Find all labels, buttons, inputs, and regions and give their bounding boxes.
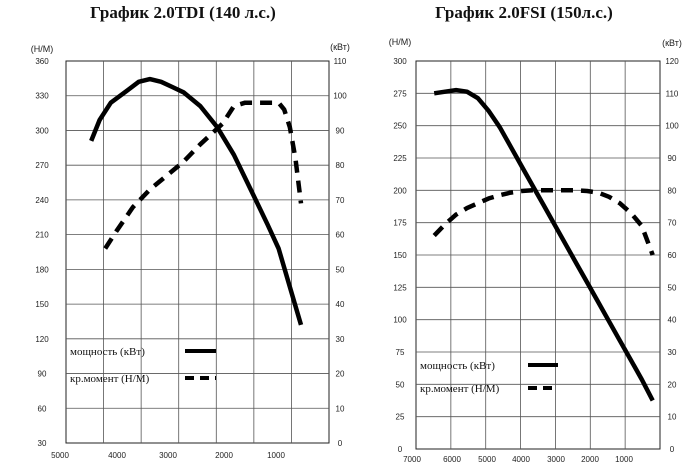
torque-curve — [103, 100, 304, 250]
left-tick-label: 125 — [393, 283, 407, 292]
x-tick-label: 2000 — [581, 455, 599, 464]
left-tick-label: 200 — [393, 186, 407, 195]
right-tick-label: 30 — [336, 335, 345, 344]
x-tick-label: 4000 — [108, 451, 126, 460]
right-tick-label: 20 — [668, 380, 677, 389]
torque-curve — [432, 188, 655, 256]
x-tick-label: 4000 — [512, 455, 530, 464]
right-tick-label: 10 — [336, 404, 345, 413]
left-tick-label: 300 — [393, 57, 407, 66]
right-tick-label: 40 — [668, 316, 677, 325]
right-tick-label: 40 — [336, 300, 345, 309]
left-tick-label: 330 — [35, 92, 49, 101]
left-tick-label: 60 — [38, 404, 47, 413]
x-tick-label: 5000 — [478, 455, 496, 464]
right-tick-label: 90 — [668, 154, 677, 163]
left-tick-label: 240 — [35, 196, 49, 205]
chart-title: График 2.0TDI (140 л.с.) — [90, 3, 276, 22]
left-tick-label: 275 — [393, 89, 407, 98]
left-tick-label: 150 — [35, 300, 49, 309]
left-axis-unit: (Н/М) — [389, 37, 412, 47]
legend-label-power: мощность (кВт) — [420, 360, 495, 372]
left-tick-label: 120 — [35, 335, 49, 344]
left-tick-label: 100 — [393, 316, 407, 325]
legend: мощность (кВт) кр.момент (Н/М) — [420, 360, 558, 395]
left-axis-unit: (Н/М) — [31, 44, 54, 54]
x-axis-ticks: 5000 4000 3000 2000 1000 — [51, 451, 285, 460]
left-tick-label: 150 — [393, 251, 407, 260]
legend: мощность (кВт) кр.момент (Н/М) — [70, 346, 216, 385]
right-tick-label: 100 — [665, 122, 679, 131]
left-tick-label: 225 — [393, 154, 407, 163]
right-tick-label: 110 — [666, 89, 679, 98]
right-tick-label: 30 — [668, 348, 677, 357]
series-group — [89, 76, 304, 326]
x-tick-label: 1000 — [267, 451, 285, 460]
chart-2-0fsi: График 2.0FSI (150л.с.) (Н/М) (кВт) 3002… — [389, 3, 682, 464]
x-axis-ticks: 7000 6000 5000 4000 3000 2000 1000 — [403, 455, 633, 464]
legend-label-torque: кр.момент (Н/М) — [420, 383, 500, 395]
legend-label-torque: кр.момент (Н/М) — [70, 373, 150, 385]
legend-label-power: мощность (кВт) — [70, 346, 145, 358]
left-axis-ticks: 360 330 300 270 240 210 180 150 120 90 60 30 — [35, 57, 49, 448]
plot-frame — [65, 60, 330, 444]
x-tick-label: 6000 — [443, 455, 461, 464]
left-tick-label: 90 — [38, 370, 47, 379]
left-tick-label: 270 — [35, 161, 49, 170]
right-tick-label: 60 — [336, 231, 345, 240]
series-group — [432, 87, 655, 402]
right-tick-label: 50 — [336, 265, 345, 274]
chart-2-0tdi: График 2.0TDI (140 л.с.) (Н/М) (кВт) 360… — [31, 3, 350, 460]
right-tick-label: 90 — [336, 126, 345, 135]
right-tick-label: 10 — [668, 413, 677, 422]
left-tick-label: 25 — [396, 413, 405, 422]
right-tick-label: 0 — [338, 439, 343, 448]
right-tick-label: 80 — [668, 186, 677, 195]
x-tick-label: 2000 — [215, 451, 233, 460]
left-tick-label: 75 — [396, 348, 405, 357]
chart-title: График 2.0FSI (150л.с.) — [435, 3, 613, 22]
left-tick-label: 300 — [35, 126, 49, 135]
right-tick-label: 70 — [668, 219, 677, 228]
x-tick-label: 7000 — [403, 455, 421, 464]
x-tick-label: 1000 — [615, 455, 633, 464]
plot-grid — [415, 60, 661, 450]
left-tick-label: 210 — [35, 231, 49, 240]
right-tick-label: 100 — [333, 92, 347, 101]
right-tick-label: 120 — [665, 57, 679, 66]
right-tick-label: 80 — [336, 161, 345, 170]
left-tick-label: 175 — [393, 219, 407, 228]
x-tick-label: 3000 — [547, 455, 565, 464]
left-tick-label: 180 — [35, 265, 49, 274]
right-tick-label: 70 — [336, 196, 345, 205]
right-axis-unit: (кВт) — [330, 42, 350, 52]
right-tick-label: 60 — [668, 251, 677, 260]
x-tick-label: 3000 — [159, 451, 177, 460]
right-axis-unit: (кВт) — [662, 38, 682, 48]
right-tick-label: 20 — [336, 370, 345, 379]
left-tick-label: 0 — [398, 445, 403, 454]
power-curve — [433, 87, 655, 402]
plot-grid — [65, 60, 330, 444]
right-tick-label: 0 — [670, 445, 675, 454]
left-tick-label: 30 — [38, 439, 47, 448]
left-tick-label: 360 — [35, 57, 49, 66]
right-tick-label: 50 — [668, 283, 677, 292]
right-tick-label: 110 — [334, 57, 347, 66]
left-tick-label: 50 — [396, 380, 405, 389]
power-curve — [89, 76, 304, 326]
x-tick-label: 5000 — [51, 451, 69, 460]
left-tick-label: 250 — [393, 122, 407, 131]
